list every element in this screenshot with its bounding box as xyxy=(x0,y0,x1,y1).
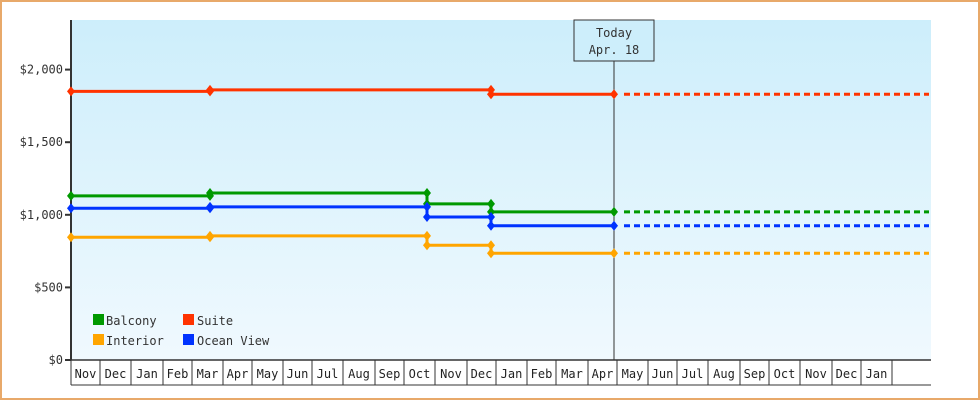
data-point-marker xyxy=(423,240,431,251)
data-point-marker xyxy=(423,230,431,241)
x-month-label: Nov xyxy=(805,367,827,381)
x-month-label: Jul xyxy=(317,367,339,381)
x-month-label: Dec xyxy=(471,367,493,381)
data-point-marker xyxy=(67,232,75,243)
x-month-label: Jun xyxy=(652,367,674,381)
x-axis: Nov Dec Jan Feb Mar Apr May Jun Jul Aug Sep Oct Nov D… xyxy=(70,359,931,386)
x-month-label: Aug xyxy=(713,367,735,381)
x-month-label: Apr xyxy=(227,367,249,381)
plot-area xyxy=(71,20,931,360)
data-point-marker xyxy=(487,198,495,209)
series-ocean-view xyxy=(67,201,929,231)
data-point-marker xyxy=(206,230,214,241)
legend-label: Ocean View xyxy=(197,334,270,348)
x-month-label: Dec xyxy=(836,367,858,381)
x-month-label: Sep xyxy=(379,367,401,381)
legend-swatch-interior xyxy=(93,334,104,345)
x-month-label: Jan xyxy=(501,367,523,381)
data-point-marker xyxy=(423,211,431,222)
x-month-label: Jan xyxy=(136,367,158,381)
x-month-label: Oct xyxy=(409,367,431,381)
data-point-marker xyxy=(487,220,495,231)
series-interior xyxy=(67,230,929,259)
legend-swatch-balcony xyxy=(93,314,104,325)
x-month-label: May xyxy=(257,367,279,381)
today-date: Apr. 18 xyxy=(589,43,640,57)
data-point-marker xyxy=(206,188,214,199)
x-month-label: Mar xyxy=(561,367,583,381)
data-point-marker xyxy=(610,206,618,217)
data-point-marker xyxy=(487,211,495,222)
data-point-marker xyxy=(67,203,75,214)
legend-label: Balcony xyxy=(106,314,157,328)
today-label: Today xyxy=(596,26,632,40)
y-tick-label: $1,500 xyxy=(20,135,63,149)
y-tick-label: $0 xyxy=(49,353,63,367)
legend-item-suite[interactable]: Suite xyxy=(183,314,233,328)
legend-item-interior[interactable]: Interior xyxy=(93,334,164,348)
x-month-label: Jan xyxy=(866,367,888,381)
data-point-marker xyxy=(610,248,618,259)
x-month-label: Nov xyxy=(75,367,97,381)
x-month-label: Apr xyxy=(592,367,614,381)
series-balcony xyxy=(67,188,929,217)
x-month-label: May xyxy=(622,367,644,381)
legend-swatch-ocean-view xyxy=(183,334,194,345)
data-point-marker xyxy=(487,248,495,259)
x-month-label: Oct xyxy=(774,367,796,381)
x-month-label: Aug xyxy=(348,367,370,381)
data-point-marker xyxy=(67,86,75,97)
x-month-label: Dec xyxy=(105,367,127,381)
data-point-marker xyxy=(206,201,214,212)
x-month-label: Jun xyxy=(287,367,309,381)
data-point-marker xyxy=(610,89,618,100)
series-lines xyxy=(67,84,929,259)
y-tick-label: $2,000 xyxy=(20,63,63,77)
x-month-label: Feb xyxy=(531,367,553,381)
data-point-marker xyxy=(487,89,495,100)
data-point-marker xyxy=(206,84,214,95)
data-point-marker xyxy=(423,188,431,199)
legend-item-balcony[interactable]: Balcony xyxy=(93,314,157,328)
x-month-label: Sep xyxy=(744,367,766,381)
data-point-marker xyxy=(67,190,75,201)
series-suite xyxy=(67,84,929,100)
y-axis: $0 $500 $1,000 $1,500 $2,000 xyxy=(20,20,72,367)
legend-label: Interior xyxy=(106,334,164,348)
x-month-label: Nov xyxy=(440,367,462,381)
x-month-label: Feb xyxy=(167,367,189,381)
legend-swatch-suite xyxy=(183,314,194,325)
x-month-label: Mar xyxy=(197,367,219,381)
data-point-marker xyxy=(487,206,495,217)
legend: Balcony Suite Interior Ocean View xyxy=(93,314,270,348)
y-tick-label: $500 xyxy=(34,280,63,294)
y-tick-label: $1,000 xyxy=(20,208,63,222)
x-month-label: Jul xyxy=(682,367,704,381)
legend-label: Suite xyxy=(197,314,233,328)
data-point-marker xyxy=(610,220,618,231)
legend-item-ocean-view[interactable]: Ocean View xyxy=(183,334,270,348)
data-point-marker xyxy=(423,201,431,212)
data-point-marker xyxy=(487,240,495,251)
